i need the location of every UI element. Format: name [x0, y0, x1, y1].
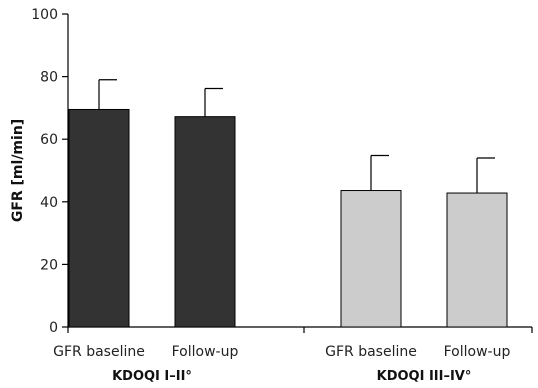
- y-axis-title: GFR [ml/min]: [10, 119, 26, 222]
- x-group-label: KDOQI III–IV°: [377, 369, 472, 384]
- y-tick-label: 100: [31, 7, 58, 23]
- y-tick-label: 80: [40, 70, 58, 86]
- x-category-label: Follow-up: [172, 344, 239, 360]
- y-tick-label: 20: [40, 257, 58, 273]
- axes-layer: 0 20 40 60 80 100: [31, 7, 533, 336]
- y-tick-label: 40: [40, 195, 58, 211]
- y-tick-label: 60: [40, 132, 58, 148]
- bar: [174, 116, 236, 328]
- bar: [446, 192, 508, 328]
- x-category-label: GFR baseline: [325, 344, 417, 360]
- bar: [68, 108, 130, 328]
- x-group-label: KDOQI I–II°: [112, 369, 192, 384]
- y-tick-label: 0: [49, 320, 58, 336]
- bar: [340, 190, 402, 328]
- x-category-label: Follow-up: [444, 344, 511, 360]
- x-category-label: GFR baseline: [53, 344, 145, 360]
- bars-layer: GFR baseline Follow-up KDOQI I–II° GFR base…: [53, 79, 511, 384]
